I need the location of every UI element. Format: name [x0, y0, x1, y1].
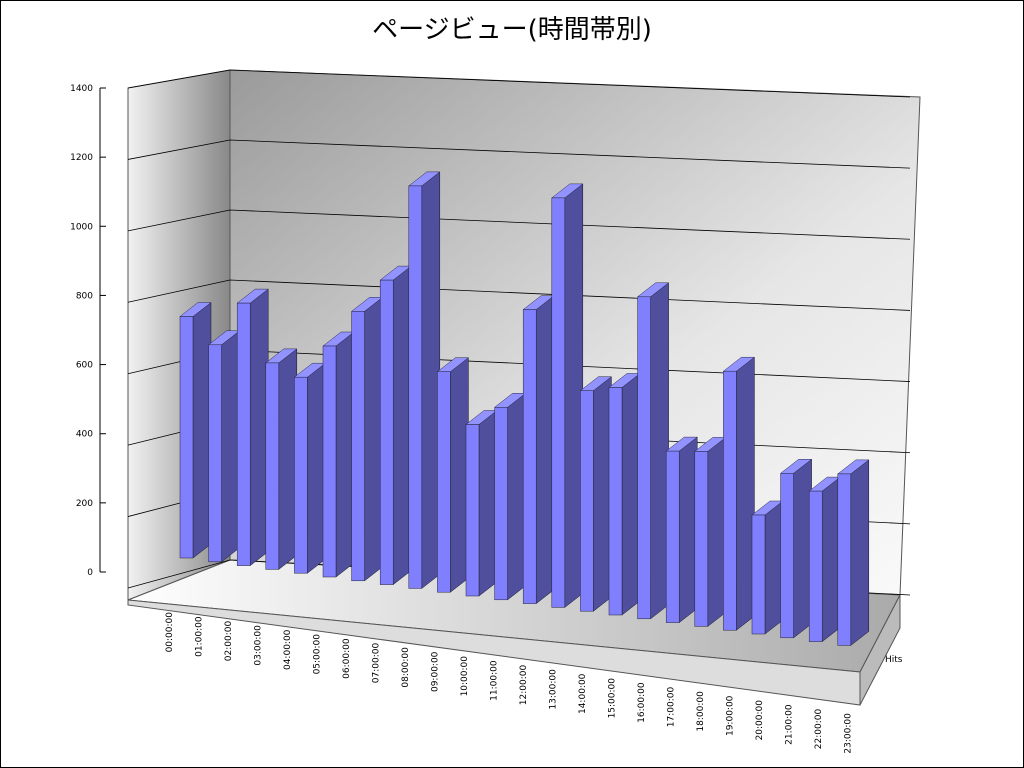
chart-title: ページビュー(時間帯別) — [372, 15, 652, 45]
x-tick-label: 13:00:00 — [549, 669, 559, 710]
bar — [379, 279, 394, 585]
grid-line — [127, 139, 911, 169]
bar-side — [307, 362, 326, 574]
bar-side — [678, 436, 698, 624]
x-tick-label: 20:00:00 — [755, 700, 765, 741]
x-tick-label: 23:00:00 — [844, 713, 854, 754]
bar-side — [764, 500, 784, 635]
bar-side — [450, 357, 469, 593]
bar-side — [478, 409, 498, 597]
bar — [494, 407, 508, 601]
x-tick-label: 22:00:00 — [814, 709, 824, 750]
y-tick-label: 200 — [76, 499, 93, 509]
y-tick-label: 1400 — [70, 84, 93, 94]
bars — [179, 171, 870, 646]
bar — [751, 514, 766, 635]
bar — [780, 473, 794, 639]
y-tick-label: 1200 — [70, 153, 93, 163]
x-tick-label: 21:00:00 — [785, 704, 795, 745]
x-tick-label: 12:00:00 — [519, 665, 529, 706]
bar — [608, 387, 623, 616]
bar — [208, 344, 222, 563]
x-tick-label: 14:00:00 — [578, 673, 588, 714]
bar — [322, 345, 337, 578]
bar-side — [850, 459, 870, 646]
bar — [580, 390, 594, 612]
bar-side — [535, 295, 555, 605]
bar — [522, 309, 537, 604]
x-tick-label: 11:00:00 — [490, 660, 500, 701]
y-tick-label: 800 — [76, 291, 93, 301]
floor-edge — [859, 594, 901, 706]
bar — [665, 450, 680, 623]
bar-side — [621, 372, 641, 616]
x-tick-label: 08:00:00 — [401, 647, 411, 688]
bar — [236, 302, 251, 566]
bar-side — [707, 436, 727, 627]
x-tick-label: 06:00:00 — [342, 638, 352, 679]
bar-side — [821, 476, 841, 643]
bar — [437, 371, 451, 593]
bar — [179, 316, 194, 559]
x-tick-label: 02:00:00 — [224, 621, 234, 662]
x-tick-label: 03:00:00 — [254, 625, 264, 666]
bar — [723, 370, 737, 631]
x-tick-label: 19:00:00 — [726, 695, 736, 736]
y-tick-label: 1000 — [70, 222, 93, 232]
x-tick-label: 18:00:00 — [696, 691, 706, 732]
bar — [837, 473, 852, 646]
x-tick-label: 04:00:00 — [283, 629, 293, 670]
grid-line — [127, 209, 911, 240]
y-tick-label: 400 — [76, 430, 93, 440]
bar-side — [421, 171, 441, 589]
x-tick-label: 05:00:00 — [313, 634, 323, 675]
y-tick-label: 600 — [76, 361, 93, 371]
bar — [637, 296, 651, 620]
x-tick-label: 15:00:00 — [608, 678, 618, 719]
bar — [294, 376, 308, 574]
x-tick-label: 09:00:00 — [431, 651, 441, 692]
series-label: Hits — [885, 655, 903, 665]
bar-side — [736, 356, 755, 631]
bar — [694, 451, 709, 627]
bar-side — [564, 183, 584, 608]
bar-side — [650, 282, 669, 620]
y-tick-label: 0 — [87, 568, 93, 578]
x-tick-label: 00:00:00 — [165, 612, 175, 653]
bar — [265, 362, 280, 570]
x-tick-label: 17:00:00 — [667, 687, 677, 728]
bar — [465, 424, 480, 597]
bar-side — [793, 458, 812, 639]
bar-side — [249, 288, 269, 567]
x-tick-label: 01:00:00 — [195, 616, 205, 657]
x-tick-label: 16:00:00 — [637, 682, 647, 723]
bar — [551, 197, 566, 608]
x-tick-label: 10:00:00 — [460, 656, 470, 697]
bar-side — [335, 331, 355, 578]
bar-side — [278, 348, 298, 570]
bar-side — [392, 265, 412, 586]
bar-side — [192, 301, 212, 559]
bar-side — [507, 392, 526, 601]
grid-line — [127, 69, 911, 98]
bar-side — [221, 330, 240, 563]
bar-side — [593, 376, 612, 612]
bar — [808, 490, 823, 642]
bar — [408, 185, 423, 589]
bar — [351, 311, 365, 582]
bar-side — [364, 296, 383, 582]
grid-line — [127, 279, 911, 311]
x-tick-label: 07:00:00 — [372, 643, 382, 684]
